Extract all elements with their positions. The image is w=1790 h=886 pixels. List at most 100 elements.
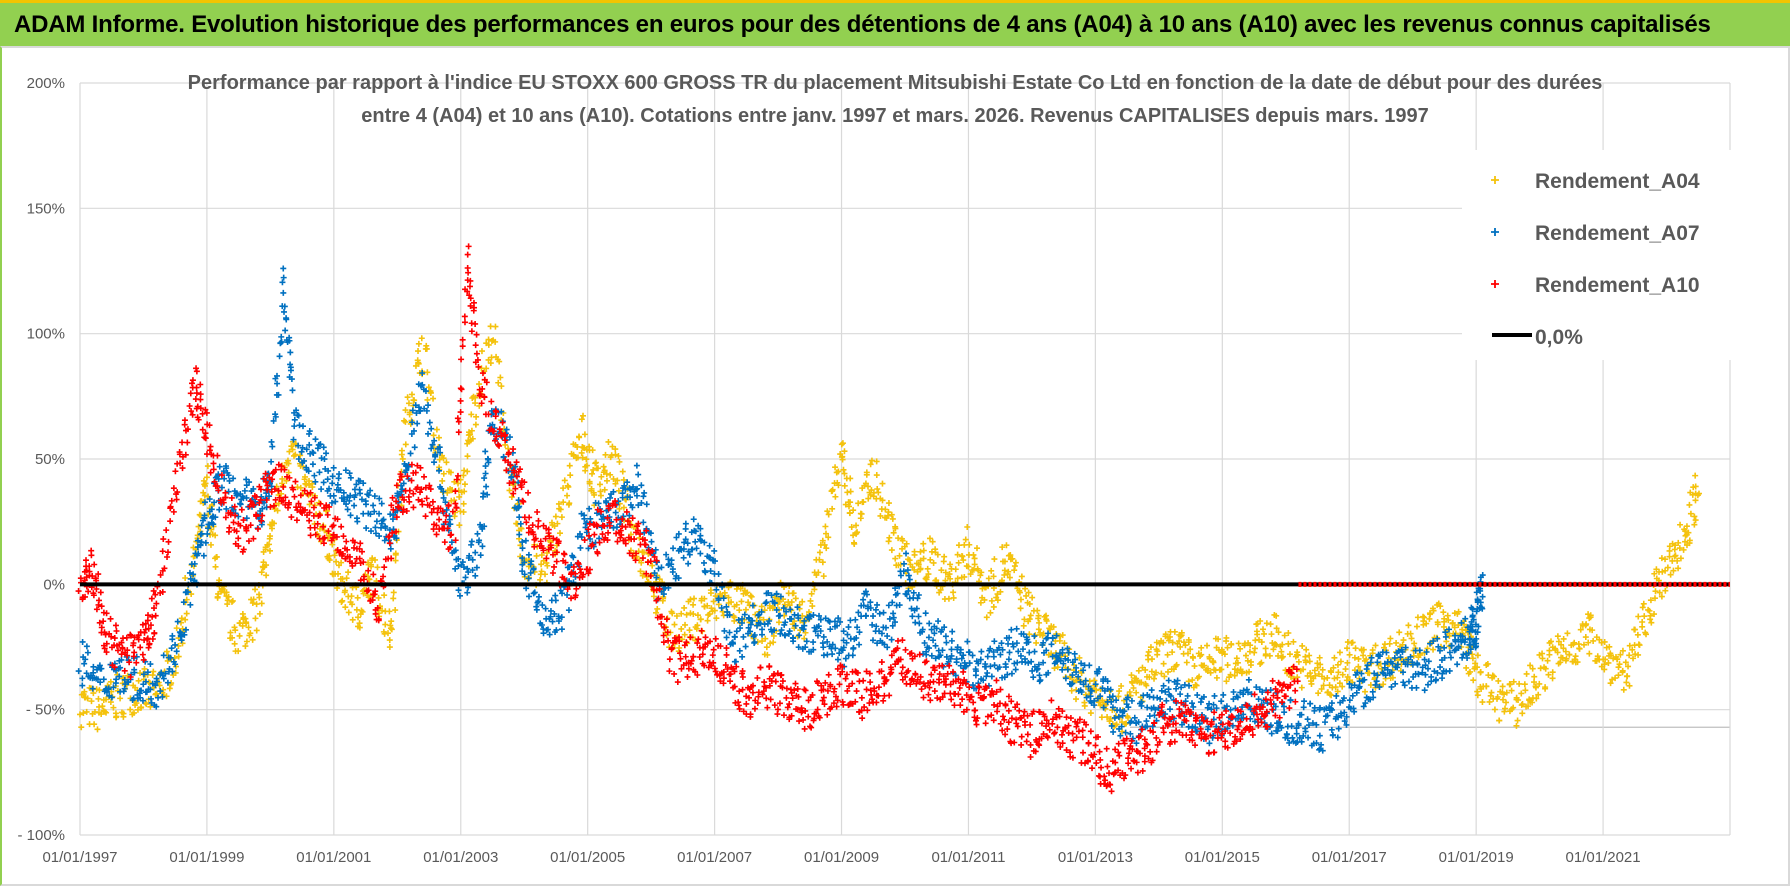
data-point: [1334, 661, 1341, 668]
data-point: [212, 532, 219, 539]
data-point: [981, 693, 988, 700]
data-point: [690, 601, 697, 608]
data-point: [931, 667, 938, 674]
data-point: [79, 675, 86, 682]
data-point: [1405, 678, 1412, 685]
data-point: [376, 533, 383, 540]
data-point: [1312, 672, 1319, 679]
data-point: [1128, 672, 1135, 679]
data-point: [1425, 658, 1432, 665]
data-point: [193, 390, 200, 397]
data-point: [720, 680, 727, 687]
data-point: [105, 685, 112, 692]
data-point: [1146, 674, 1153, 681]
data-point: [1275, 629, 1282, 636]
data-point: [530, 565, 537, 572]
data-point: [583, 529, 590, 536]
data-point: [408, 461, 415, 468]
data-point: [1469, 623, 1476, 630]
data-point: [966, 649, 973, 656]
data-point: [1278, 724, 1285, 731]
data-point: [408, 477, 415, 484]
data-point: [84, 649, 91, 656]
data-point: [1658, 593, 1665, 600]
data-point: [295, 442, 302, 449]
data-point: [1430, 646, 1437, 653]
data-point: [1016, 589, 1023, 596]
data-point: [1437, 603, 1444, 610]
data-point: [228, 598, 235, 605]
data-point: [1535, 691, 1542, 698]
data-point: [1080, 667, 1087, 674]
data-point: [430, 432, 437, 439]
data-point: [103, 640, 110, 647]
data-point: [951, 702, 958, 709]
data-point: [413, 410, 420, 417]
data-point: [1349, 692, 1356, 699]
data-point: [978, 569, 985, 576]
data-point: [1047, 626, 1054, 633]
data-point: [1133, 689, 1140, 696]
data-point: [130, 640, 137, 647]
data-point: [825, 511, 832, 518]
data-point: [164, 679, 171, 686]
data-point: [947, 561, 954, 568]
data-point: [702, 569, 709, 576]
x-tick-label: 01/01/2011: [931, 849, 1005, 866]
data-point: [191, 560, 198, 567]
data-point: [988, 712, 995, 719]
data-point: [531, 543, 538, 550]
data-point: [768, 592, 775, 599]
data-point: [372, 556, 379, 563]
data-point: [519, 545, 526, 552]
data-point: [83, 643, 90, 650]
data-point: [631, 536, 638, 543]
data-point: [243, 515, 250, 522]
data-point: [1494, 694, 1501, 701]
data-point: [1544, 657, 1551, 664]
data-point: [455, 480, 462, 487]
data-point: [469, 567, 476, 574]
data-point: [1060, 660, 1067, 667]
data-point: [889, 622, 896, 629]
data-point: [939, 662, 946, 669]
data-point: [577, 544, 584, 551]
data-point: [198, 522, 205, 529]
data-point: [947, 655, 954, 662]
data-point: [201, 499, 208, 506]
y-tick-label: - 50%: [26, 702, 65, 719]
data-point: [867, 599, 874, 606]
data-point: [325, 528, 332, 535]
data-point: [874, 486, 881, 493]
data-point: [808, 590, 815, 597]
data-point: [603, 470, 610, 477]
data-point: [213, 553, 220, 560]
data-point: [847, 488, 854, 495]
data-point: [931, 688, 938, 695]
data-point: [829, 641, 836, 648]
data-point: [1129, 679, 1136, 686]
data-point: [738, 598, 745, 605]
data-point: [948, 637, 955, 644]
data-point: [76, 711, 83, 718]
data-point: [720, 675, 727, 682]
data-point: [461, 467, 468, 474]
data-point: [1286, 651, 1293, 658]
data-point: [787, 606, 794, 613]
data-point: [428, 509, 435, 516]
data-point: [193, 552, 200, 559]
data-point: [318, 486, 325, 493]
data-point: [1290, 638, 1297, 645]
data-point: [443, 506, 450, 513]
data-point: [1316, 746, 1323, 753]
x-tick-label: 01/01/1997: [42, 849, 117, 866]
data-point: [767, 640, 774, 647]
data-point: [1355, 663, 1362, 670]
data-point: [549, 551, 556, 558]
data-point: [436, 516, 443, 523]
data-point: [285, 501, 292, 508]
data-point: [124, 647, 131, 654]
data-point: [1401, 682, 1408, 689]
data-point: [824, 711, 831, 718]
data-point: [118, 656, 125, 663]
